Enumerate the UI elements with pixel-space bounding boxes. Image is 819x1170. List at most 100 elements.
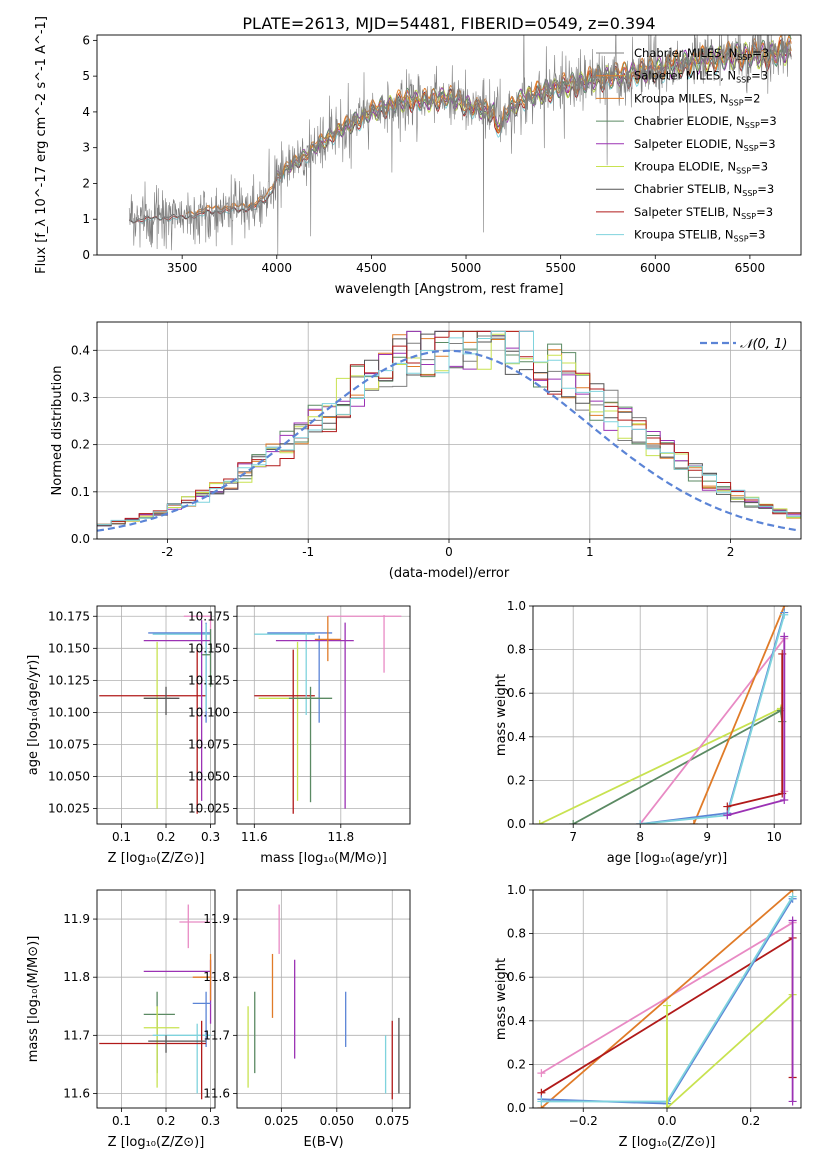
x-tick-label: 7 [569, 830, 577, 844]
x-tick-label: 10 [767, 830, 782, 844]
x-tick-label: 1 [586, 545, 594, 559]
point-marker [537, 1097, 546, 1106]
x-tick-label: −0.2 [569, 1114, 598, 1128]
y-tick-label: 11.9 [63, 912, 90, 926]
legend-label-tail: =3 [749, 228, 766, 242]
y-axis-label: mass weight [494, 958, 509, 1040]
point-marker [780, 796, 789, 805]
point-marker [723, 802, 732, 811]
legend-label: Kroupa STELIB, NSSP=3 [634, 228, 765, 244]
model-line [129, 42, 792, 224]
y-tick-label: 0.8 [507, 643, 526, 657]
point-marker [636, 820, 645, 824]
x-tick-label: 0 [445, 545, 453, 559]
legend-label: Kroupa ELODIE, NSSP=3 [634, 160, 768, 176]
legend-label-tail: =3 [751, 69, 768, 83]
x-axis-label: mass [log₁₀(M/M⊙)] [260, 851, 387, 866]
axes-frame [236, 605, 411, 825]
y-tick-label: 1 [82, 212, 90, 226]
x-tick-label: 6000 [640, 261, 671, 275]
y-tick-label: 0.6 [507, 686, 526, 700]
legend-label: Salpeter STELIB, NSSP=3 [634, 205, 773, 221]
x-axis-label: (data-model)/error [389, 566, 510, 581]
y-tick-label: 10.125 [48, 673, 90, 687]
mass-weight-line [666, 993, 794, 1108]
plot-area [247, 904, 400, 1100]
x-axis-label: Z [log₁₀(Z/Z⊙)] [108, 851, 205, 866]
y-tick-label: 0.2 [507, 773, 526, 787]
axes-frame [96, 34, 802, 256]
x-tick-label: 0.050 [320, 1114, 354, 1128]
y-axis-label: Normed distribution [50, 366, 65, 496]
x-tick-label: 0.1 [112, 830, 131, 844]
legend-label: Chabrier ELODIE, NSSP=3 [634, 114, 777, 130]
point-marker [537, 1069, 546, 1078]
x-axis-label: E(B-V) [303, 1135, 343, 1150]
legend-label: Salpeter MILES, NSSP=3 [634, 69, 768, 85]
x-tick-label: 5000 [451, 261, 482, 275]
panel-age_vs_Z: 0.1 0.2 0.3 10.025 10.050 10.075 10.100 10.125 1… [26, 605, 220, 866]
y-tick-label: 0.0 [71, 532, 90, 546]
y-tick-label: 11.8 [203, 970, 230, 984]
x-tick-label: -1 [302, 545, 314, 559]
figure-title: PLATE=2613, MJD=54481, FIBERID=0549, z=0… [242, 14, 655, 33]
legend-label-tail: =3 [760, 114, 777, 128]
legend-label-subscript: SSP [737, 53, 752, 62]
y-tick-label: 0.4 [507, 730, 526, 744]
y-tick-label: 10.075 [188, 737, 230, 751]
legend-label: Chabrier MILES, NSSP=3 [634, 46, 769, 62]
legend-label-subscript: SSP [744, 144, 759, 153]
model-line [276, 39, 792, 174]
panel-massweight_vs_Z: −0.2 0.0 0.2 0.0 0.2 0.4 0.6 0.8 1.0 Z [log₁₀(Z/Z… [494, 883, 802, 1150]
legend-label-subscript: SSP [729, 98, 744, 107]
mass-weight-line [640, 612, 786, 824]
legend-label-subscript: SSP [742, 189, 757, 198]
y-tick-label: 0.2 [507, 1057, 526, 1071]
mass-weight-line [639, 636, 786, 824]
x-tick-label: 0.1 [112, 1114, 131, 1128]
point-marker [788, 892, 797, 901]
y-tick-label: 1.0 [507, 883, 526, 897]
y-tick-label: 10.025 [48, 802, 90, 816]
model-line [185, 35, 792, 215]
y-tick-label: 10.050 [188, 770, 230, 784]
plot-area [99, 614, 212, 814]
x-tick-label: 3500 [167, 261, 198, 275]
legend-label: 𝒩(0, 1) [740, 337, 787, 352]
plot-area [128, 35, 792, 255]
y-tick-label: 10.125 [188, 673, 230, 687]
y-tick-label: 1.0 [507, 599, 526, 613]
point-marker [780, 632, 789, 641]
y-tick-label: 11.6 [203, 1086, 230, 1100]
y-tick-label: 10.100 [48, 705, 90, 719]
y-tick-label: 10.150 [188, 641, 230, 655]
y-tick-label: 0.3 [71, 390, 90, 404]
legend-label-subscript: SSP [736, 167, 751, 176]
panel-massweight_vs_age: 7 8 9 10 0.0 0.2 0.4 0.6 0.8 1.0 age [log₁₀(age/yr… [494, 599, 802, 866]
point-marker [663, 1104, 671, 1108]
y-tick-label: 0.0 [507, 1101, 526, 1115]
observed-spectrum-line [128, 35, 792, 255]
legend-label-tail: =2 [744, 91, 761, 105]
y-tick-label: 10.150 [48, 641, 90, 655]
x-tick-label: 0.3 [201, 830, 220, 844]
y-tick-label: 2 [82, 176, 90, 190]
y-axis-label: age [log₁₀(age/yr)] [26, 655, 41, 776]
y-tick-label: 11.8 [63, 970, 90, 984]
x-tick-label: -2 [161, 545, 173, 559]
legend-label-tail: =3 [752, 46, 769, 60]
x-tick-label: 0.2 [156, 1114, 175, 1128]
legend-label-subscript: SSP [734, 235, 749, 244]
y-tick-label: 0.4 [507, 1014, 526, 1028]
y-tick-label: 11.9 [203, 912, 230, 926]
legend-label-subscript: SSP [736, 76, 751, 85]
y-axis-label: Flux [f_λ 10^-17 erg cm^-2 s^-1 A^-1] [34, 16, 49, 274]
x-tick-label: 0.3 [201, 1114, 220, 1128]
axes-frame [532, 605, 802, 825]
plot-area [537, 890, 797, 1108]
y-tick-label: 5 [82, 69, 90, 83]
x-tick-label: 11.8 [327, 830, 354, 844]
y-tick-label: 0.2 [71, 438, 90, 452]
x-tick-label: 0.0 [657, 1114, 676, 1128]
plot-area [97, 330, 801, 532]
